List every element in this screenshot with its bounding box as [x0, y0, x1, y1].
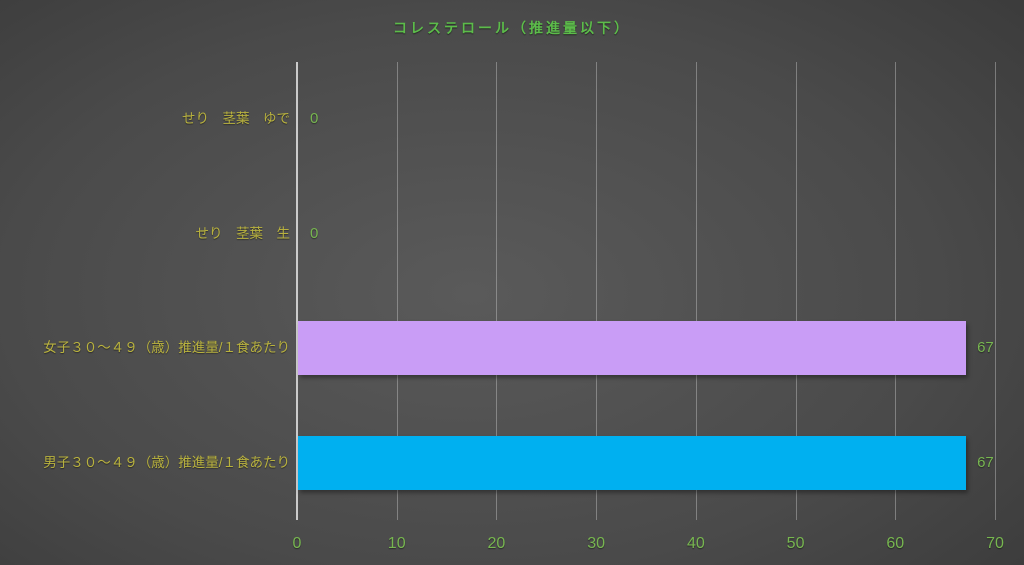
category-label: 男子３０～４９（歳）推進量/１食あたり [43, 454, 290, 470]
data-label: 67 [977, 453, 994, 471]
data-label: 67 [977, 339, 994, 357]
bar [298, 321, 967, 376]
plot-area [296, 62, 996, 520]
x-tick-label: 30 [587, 535, 606, 552]
x-tick-label: 40 [686, 535, 705, 552]
data-label: 0 [310, 224, 319, 242]
gridline [795, 62, 797, 520]
x-tick-label: 0 [292, 535, 302, 552]
x-tick-label: 50 [786, 535, 805, 552]
y-axis-line [296, 62, 298, 520]
x-tick-label: 20 [487, 535, 506, 552]
x-tick-label: 10 [387, 535, 406, 552]
category-label: 女子３０～４９（歳）推進量/１食あたり [43, 340, 290, 356]
bar [298, 435, 967, 490]
gridline [396, 62, 398, 520]
data-label: 0 [310, 110, 319, 128]
x-tick-label: 60 [886, 535, 905, 552]
gridline [995, 62, 996, 520]
gridline [695, 62, 697, 520]
x-tick-label: 70 [986, 535, 1004, 552]
gridline [596, 62, 598, 520]
category-label: せり 茎葉 生 [195, 225, 291, 241]
chart-title: コレステロール（推進量以下） [393, 20, 631, 36]
gridline [496, 62, 498, 520]
category-label: せり 茎葉 ゆで [182, 111, 290, 127]
gridline [895, 62, 897, 520]
